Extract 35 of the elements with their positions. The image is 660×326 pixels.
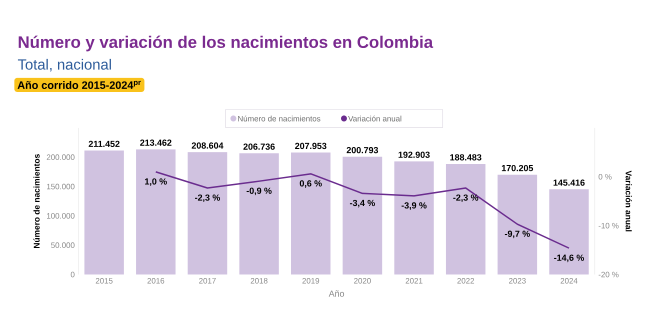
data-label: 192.903 — [398, 152, 430, 158]
data-label: 206.736 — [243, 144, 275, 150]
chart-title: Número y variación de los nacimientos en Colombia — [18, 36, 434, 52]
data-label: -3,4 % — [350, 200, 375, 208]
data-label: 188.483 — [450, 154, 482, 161]
data-label: 213.462 — [140, 140, 172, 146]
chart-subtitle: Total, nacional — [18, 58, 111, 72]
data-label: 208.604 — [192, 142, 224, 149]
data-label: -14,6 % — [554, 254, 584, 262]
bar — [291, 152, 331, 275]
data-label: 145.416 — [554, 180, 585, 186]
bar — [188, 152, 228, 275]
bar — [394, 161, 434, 275]
data-label: -9,7 % — [504, 230, 530, 238]
data-label: 207.953 — [295, 142, 326, 150]
data-label: 200.793 — [346, 147, 378, 154]
text: Año corrido 2015-2024$^{pr}$ — [18, 80, 141, 90]
bar — [498, 174, 538, 275]
data-label: -0,9 % — [246, 188, 272, 196]
bar — [342, 156, 382, 275]
data-label: 0,6 % — [300, 180, 322, 188]
data-label: 1,0 % — [145, 178, 167, 186]
y-axis-title: Número de nacimientos — [33, 154, 40, 248]
data-label: 170.205 — [502, 164, 534, 172]
bar — [239, 153, 279, 275]
data-label: -2,3 % — [194, 194, 220, 202]
data-label: -2,3 % — [453, 194, 478, 202]
bar — [549, 189, 589, 275]
y2-axis-title: Variación anual — [626, 170, 632, 232]
bar — [446, 164, 486, 275]
bar — [136, 149, 176, 275]
x-axis-title: Año — [328, 290, 344, 297]
data-label: 211.452 — [88, 140, 120, 148]
bar — [84, 150, 124, 275]
data-label: -3,9 % — [402, 202, 427, 210]
